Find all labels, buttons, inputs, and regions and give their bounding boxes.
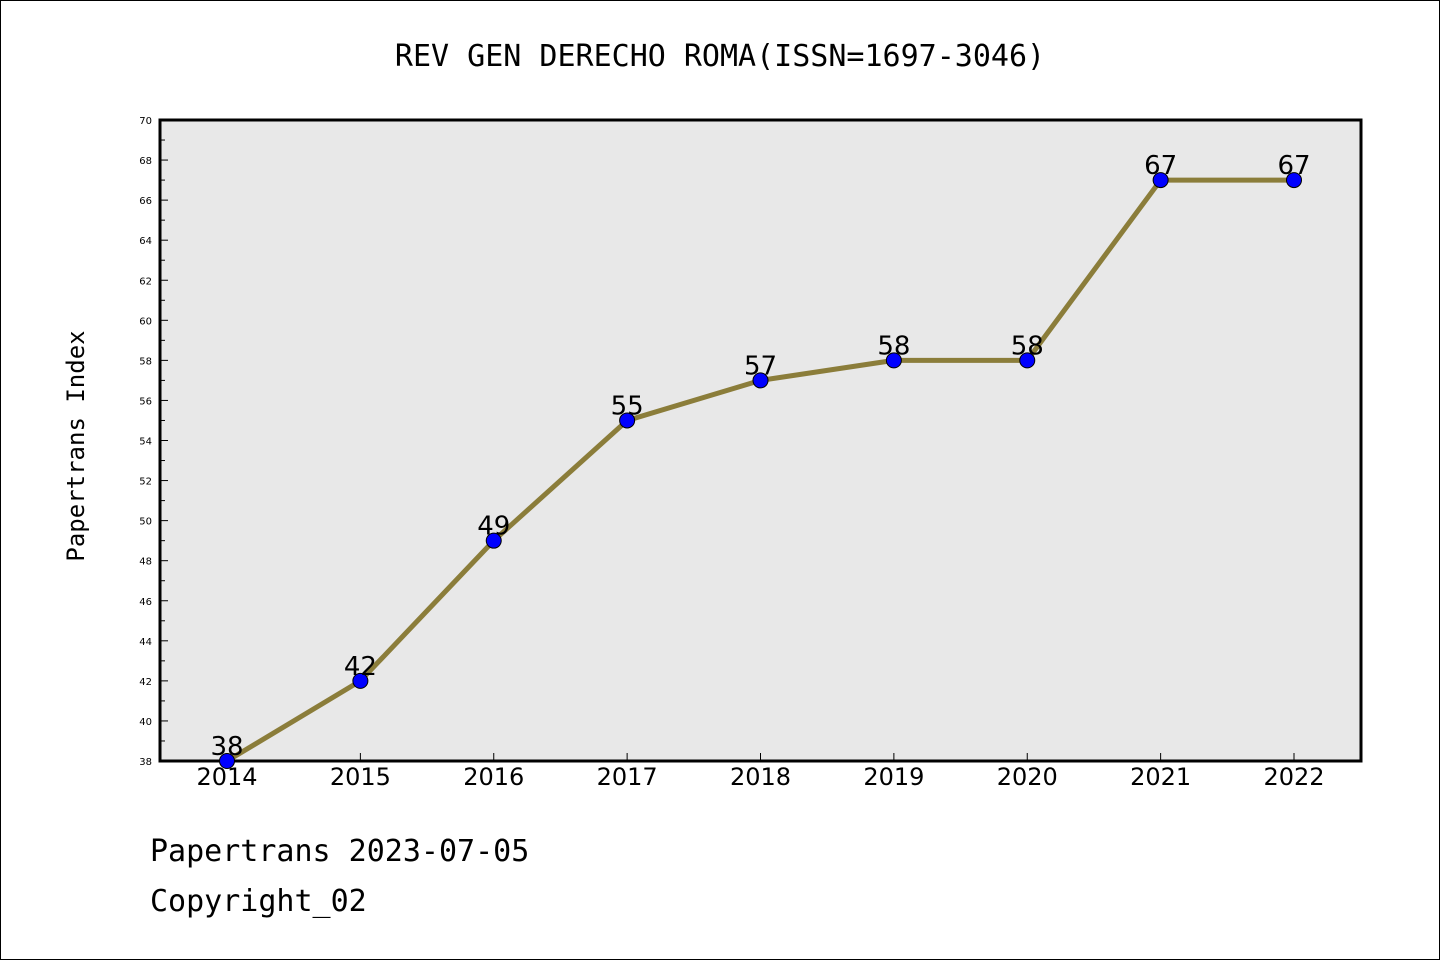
x-tick-label: 2018 xyxy=(730,763,791,791)
data-point xyxy=(619,412,636,429)
y-tick-label: 38 xyxy=(139,757,152,768)
x-tick-label: 2015 xyxy=(330,763,391,791)
x-tick-label: 2021 xyxy=(1130,763,1191,791)
data-point xyxy=(352,672,369,689)
footer-date: Papertrans 2023-07-05 xyxy=(150,834,530,869)
x-tick-label: 2017 xyxy=(597,763,658,791)
y-tick-label: 58 xyxy=(139,356,152,367)
data-label: 67 xyxy=(1144,151,1177,181)
data-label: 49 xyxy=(477,512,510,542)
y-tick-label: 40 xyxy=(139,717,152,728)
y-tick-label: 44 xyxy=(139,637,152,648)
y-tick-label: 46 xyxy=(139,597,152,608)
data-label: 58 xyxy=(877,331,910,361)
y-tick-label: 48 xyxy=(139,557,152,568)
x-tick-label: 2016 xyxy=(463,763,524,791)
y-axis: 38 40 42 44 46 48 50 52 54 56 58 60 62 64 66 68 70 xyxy=(139,116,168,768)
x-tick-label: 2020 xyxy=(997,763,1058,791)
x-tick-label: 2019 xyxy=(863,763,924,791)
y-tick-label: 50 xyxy=(139,517,152,528)
data-point xyxy=(1152,172,1169,189)
data-point xyxy=(752,372,769,389)
data-point xyxy=(1019,352,1036,369)
data-label: 55 xyxy=(611,391,644,421)
data-label: 58 xyxy=(1011,331,1044,361)
series-layer: 38 42 49 55 57 58 58 67 67 xyxy=(210,151,1311,769)
y-tick-label: 68 xyxy=(139,156,152,167)
data-point xyxy=(1286,172,1302,189)
y-tick-label: 62 xyxy=(139,276,152,287)
x-tick-label: 2022 xyxy=(1263,763,1324,791)
data-label: 57 xyxy=(744,351,777,381)
data-label: 38 xyxy=(210,732,243,762)
plot-area xyxy=(158,118,1363,763)
y-tick-label: 56 xyxy=(139,396,152,407)
x-axis: 2014 2015 2016 2017 2018 2019 2020 2021 2022 xyxy=(196,753,1325,791)
y-tick-label: 52 xyxy=(139,477,152,488)
y-tick-label: 70 xyxy=(139,116,152,127)
y-axis-label: Papertrans Index xyxy=(62,330,90,561)
data-point xyxy=(485,532,502,549)
data-point xyxy=(885,352,902,369)
data-label: 42 xyxy=(344,652,377,682)
data-point xyxy=(219,753,235,769)
footer-copyright: Copyright_02 xyxy=(150,884,367,919)
data-label: 67 xyxy=(1277,151,1310,181)
y-tick-label: 66 xyxy=(139,196,152,207)
y-tick-label: 64 xyxy=(139,236,152,247)
y-tick-label: 54 xyxy=(139,437,152,448)
y-tick-label: 42 xyxy=(139,677,152,688)
y-tick-label: 60 xyxy=(139,316,152,327)
chart-title: REV GEN DERECHO ROMA(ISSN=1697-3046) xyxy=(395,39,1045,74)
